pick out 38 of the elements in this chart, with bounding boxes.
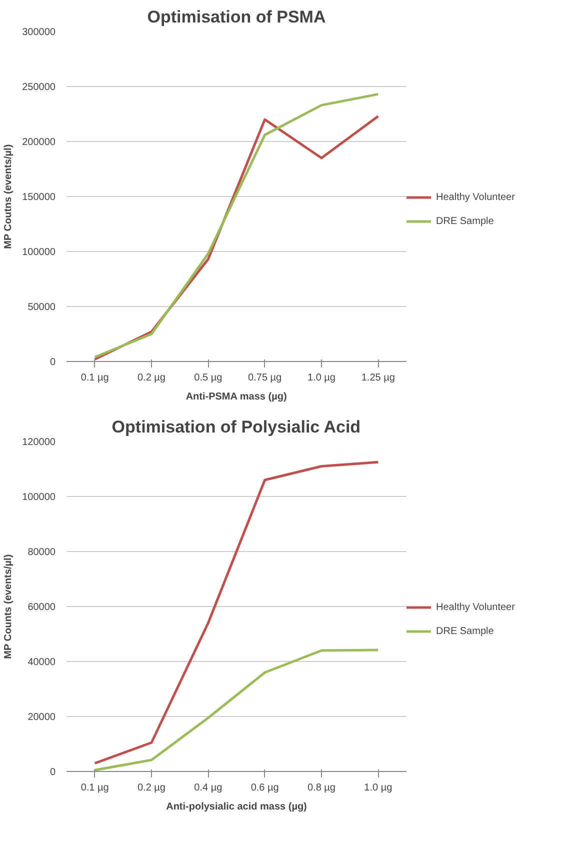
x-tick-label: 0.8 µg [308,782,336,794]
y-tick-label: 250000 [22,82,56,93]
chart-title: Optimisation of Polysialic Acid [112,418,361,436]
legend-label: DRE Sample [436,216,494,226]
x-tick-label: 0.1 µg [80,782,109,794]
legend-label: DRE Sample [436,626,494,636]
y-axis-title: MP Coutns (events/µl) [3,144,14,249]
chart-title: Optimisation of PSMA [147,8,326,26]
x-tick-label: 1.25 µg [361,372,395,384]
x-tick-label: 0.6 µg [250,782,279,794]
legend-label: Healthy Volunteer [436,192,515,202]
x-tick-label: 0.1 µg [80,372,109,384]
line-series [94,648,380,772]
y-tick-label: 20000 [28,712,56,723]
y-tick-label: 300000 [22,27,56,38]
y-tick-label: 0 [50,767,56,778]
x-tick-label: 0.5 µg [194,372,222,384]
x-axis-title: Anti-PSMA mass (µg) [186,392,287,402]
y-tick-label: 50000 [28,302,56,313]
y-tick-label: 100000 [22,247,56,258]
y-tick-label: 120000 [22,437,56,448]
x-tick-label: 0.2 µg [138,782,166,794]
x-tick-label: 1.0 µg [308,372,336,384]
line-series [94,460,380,764]
y-tick-label: 100000 [22,492,56,503]
y-tick-label: 80000 [28,547,56,558]
x-tick-label: 0.4 µg [194,782,222,794]
x-tick-label: 0.2 µg [138,372,166,384]
y-tick-label: 200000 [22,137,56,148]
y-tick-label: 40000 [28,657,56,668]
y-tick-label: 0 [50,357,56,368]
y-tick-label: 60000 [28,602,56,613]
x-tick-label: 0.75 µg [248,372,282,384]
legend-label: Healthy Volunteer [436,602,515,612]
y-tick-label: 150000 [22,192,56,203]
y-axis-title: MP Counts (events/µl) [3,554,14,659]
x-axis-title: Anti-polysialic acid mass (µg) [166,802,307,812]
x-tick-label: 1.0 µg [364,782,392,794]
